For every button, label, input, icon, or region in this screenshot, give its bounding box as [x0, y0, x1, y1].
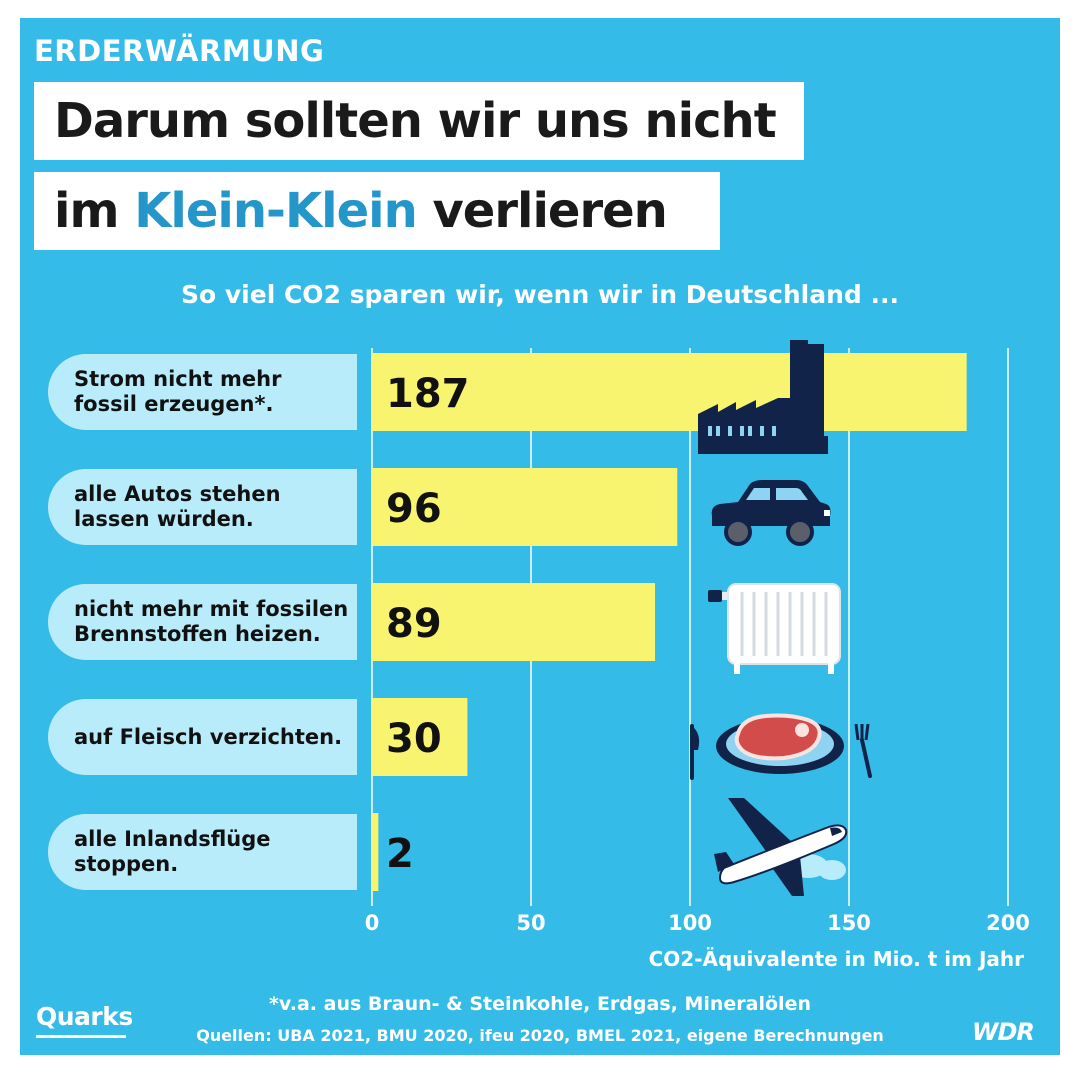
x-axis-label: CO2-Äquivalente in Mio. t im Jahr [649, 947, 1025, 971]
x-tick-label: 150 [827, 911, 871, 935]
x-tick-label: 50 [516, 911, 545, 935]
category-label: alle Inlandsflüge stoppen. [48, 814, 357, 890]
headline-line-1: Darum sollten wir uns nicht [34, 82, 804, 160]
chart-subtitle: So viel CO2 sparen wir, wenn wir in Deut… [180, 280, 900, 309]
car-icon [711, 480, 831, 546]
headline-line-2-post: verlieren [416, 183, 667, 239]
bar-value-label: 187 [386, 371, 470, 417]
bar [372, 468, 678, 546]
category-label: nicht mehr mit fossilen Brennstoffen hei… [48, 584, 357, 660]
kicker: ERDERWÄRMUNG [34, 34, 325, 68]
headline-line-2: im Klein-Klein verlieren [34, 172, 720, 250]
factory-icon [698, 340, 828, 454]
x-tick-label: 200 [986, 911, 1030, 935]
bar-value-label: 96 [386, 486, 442, 532]
category-label: auf Fleisch verzichten. [48, 699, 357, 775]
x-tick-label: 0 [365, 911, 380, 935]
bar [372, 813, 379, 891]
bar [372, 353, 967, 431]
bar-value-label: 2 [386, 831, 414, 877]
steak-plate-icon [690, 713, 872, 780]
bar [372, 583, 656, 661]
quarks-logo: Quarks [36, 1002, 133, 1031]
bar [372, 698, 468, 776]
bar-value-label: 30 [386, 716, 442, 762]
radiator-icon [708, 583, 841, 674]
headline-highlight: Klein-Klein [134, 183, 418, 239]
bar-value-label: 89 [386, 601, 442, 647]
category-label: alle Autos stehen lassen würden. [48, 469, 357, 545]
bar-chart: 187 96 89 30 2 0 50 100 150 200 CO2-Äquivalente … [365, 340, 1030, 971]
footnote: *v.a. aus Braun- & Steinkohle, Erdgas, M… [269, 993, 811, 1015]
x-tick-label: 100 [668, 911, 712, 935]
x-tick-labels: 0 50 100 150 200 [365, 911, 1030, 935]
infographic-panel: ERDERWÄRMUNG Darum sollten wir uns nicht… [20, 18, 1060, 1055]
sources: Quellen: UBA 2021, BMU 2020, ifeu 2020, … [196, 1026, 884, 1045]
airplane-icon [714, 798, 848, 896]
wdr-logo: WDR [972, 1018, 1035, 1046]
headline-line-2-pre: im [54, 183, 135, 239]
category-label: Strom nicht mehr fossil erzeugen*. [48, 354, 357, 430]
bars [372, 353, 967, 891]
quarks-logo-underline [36, 1035, 126, 1038]
value-labels: 187 96 89 30 2 [386, 371, 470, 877]
